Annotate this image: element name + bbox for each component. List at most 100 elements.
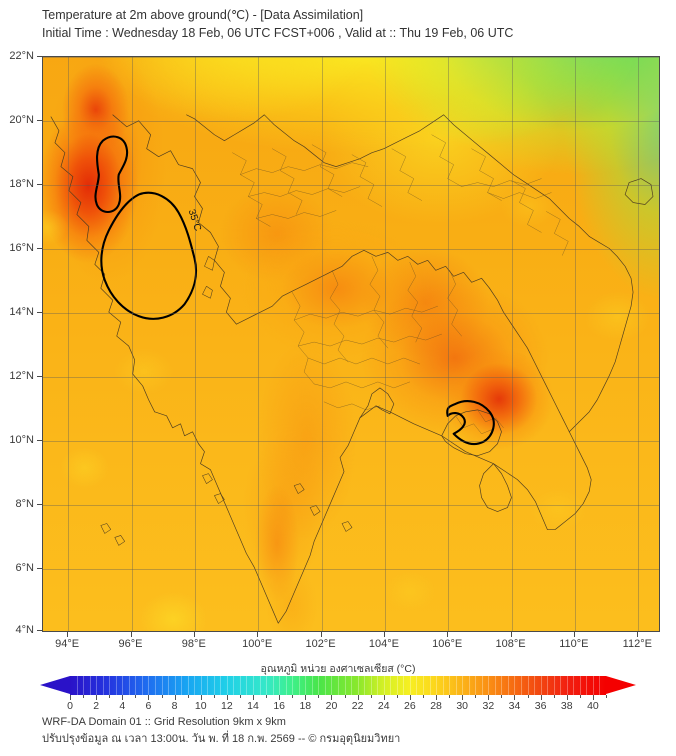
- colorbar-tick-24: [383, 695, 385, 700]
- xtick-106: [447, 632, 449, 637]
- xlabel-100: 100°E: [242, 638, 273, 650]
- colorbar-seam: [292, 676, 294, 695]
- colorbar-seam: [115, 676, 117, 695]
- colorbar-seam: [507, 676, 509, 695]
- ytick-6: [37, 568, 42, 569]
- colorbar-label-4: 4: [119, 700, 126, 712]
- colorbar-tick-0: [70, 695, 71, 700]
- xtick-104: [383, 632, 385, 637]
- temperature-colorbar: อุณหภูมิ หน่วย องศาเซลเซียส (°C) 0 2 4 6 8 10…: [0, 660, 676, 712]
- colorbar-seam: [351, 676, 353, 695]
- colorbar-seam: [298, 676, 300, 695]
- colorbar-seam: [318, 676, 320, 695]
- colorbar-tick-28: [436, 695, 438, 700]
- colorbar-tick-21: [344, 695, 346, 698]
- raster-ocean-mottle-layer: [43, 57, 659, 631]
- footer-block: WRF-DA Domain 01 :: Grid Resolution 9km …: [42, 714, 642, 748]
- ylabel-14: 14°N: [9, 306, 34, 318]
- colorbar-label-22: 22: [351, 700, 364, 712]
- colorbar-label-38: 38: [560, 700, 573, 712]
- colorbar-seam: [161, 676, 163, 695]
- colorbar-tick-6: [148, 695, 150, 700]
- ytick-16: [37, 248, 42, 249]
- colorbar-tick-19: [318, 695, 320, 698]
- colorbar-tick-38: [566, 695, 568, 700]
- colorbar-label-34: 34: [508, 700, 521, 712]
- xtick-100: [257, 632, 259, 637]
- ytick-10: [37, 440, 42, 441]
- xlabel-106: 106°E: [432, 638, 463, 650]
- colorbar-label-0: 0: [67, 700, 73, 712]
- colorbar-seam: [76, 676, 78, 695]
- colorbar-tick-39: [579, 695, 581, 698]
- colorbar-seam: [586, 676, 588, 695]
- colorbar-label-6: 6: [145, 700, 152, 712]
- colorbar-seam: [213, 676, 215, 695]
- colorbar-seam: [102, 676, 104, 695]
- colorbar-tick-23: [370, 695, 372, 698]
- colorbar-seam: [135, 676, 137, 695]
- colorbar-tick-8: [174, 695, 176, 700]
- colorbar-tick-30: [462, 695, 464, 700]
- temperature-raster-field: [43, 57, 659, 631]
- colorbar-seam: [488, 676, 490, 695]
- colorbar-seam: [266, 676, 268, 695]
- colorbar-seam: [233, 676, 235, 695]
- colorbar-tick-7: [161, 695, 163, 698]
- colorbar-label-32: 32: [482, 700, 495, 712]
- colorbar-seam: [436, 676, 438, 695]
- xtick-102: [320, 632, 322, 637]
- colorbar-seam: [207, 676, 209, 695]
- colorbar-seam: [226, 676, 228, 695]
- gridline-lat-4: [43, 631, 659, 632]
- colorbar-seam: [377, 676, 379, 695]
- colorbar-label-18: 18: [299, 700, 312, 712]
- coastline-border-overlay: [50, 114, 654, 624]
- xlabel-104: 104°E: [368, 638, 399, 650]
- colorbar-seam: [200, 676, 202, 695]
- xtick-98: [193, 632, 195, 637]
- colorbar-tick-17: [292, 695, 294, 698]
- colorbar-seam: [220, 676, 222, 695]
- colorbar-seam: [514, 676, 516, 695]
- ytick-4: [37, 630, 42, 631]
- colorbar-tick-5: [135, 695, 137, 698]
- colorbar-seam: [279, 676, 281, 695]
- colorbar-label-30: 30: [456, 700, 469, 712]
- colorbar-seam: [246, 676, 248, 695]
- colorbar-seam: [573, 676, 575, 695]
- xtick-94: [67, 632, 69, 637]
- colorbar-tick-4: [122, 695, 124, 700]
- colorbar-seam: [338, 676, 339, 695]
- colorbar-tick-29: [449, 695, 451, 698]
- colorbar-seam: [141, 676, 143, 695]
- colorbar-tick-32: [488, 695, 490, 700]
- colorbar-seam: [409, 676, 411, 695]
- colorbar-seam: [449, 676, 451, 695]
- colorbar-label-36: 36: [534, 700, 547, 712]
- colorbar-seam: [481, 676, 483, 695]
- colorbar-seam: [305, 676, 307, 695]
- colorbar-tick-3: [109, 695, 111, 698]
- colorbar-seam: [527, 676, 529, 695]
- colorbar-seam: [455, 676, 457, 695]
- colorbar-tick-33: [501, 695, 503, 698]
- colorbar-tick-9: [187, 695, 189, 698]
- colorbar-seam: [344, 676, 346, 695]
- colorbar-label-10: 10: [194, 700, 207, 712]
- colorbar-tick-36: [540, 695, 542, 700]
- colorbar-wrap: 0 2 4 6 8 10 12 14 16 18 20 22 24 26 28 30 32 34 36 38 40: [40, 676, 636, 712]
- colorbar-tick-20: [331, 695, 333, 700]
- ylabel-18: 18°N: [9, 178, 34, 190]
- colorbar-seam: [259, 676, 261, 695]
- colorbar-seam: [194, 676, 196, 695]
- ylabel-8: 8°N: [15, 498, 34, 510]
- colorbar-tick-14: [253, 695, 255, 700]
- colorbar-label-14: 14: [247, 700, 259, 712]
- colorbar-seam: [468, 676, 470, 695]
- colorbar-seam: [109, 676, 111, 695]
- colorbar-seam: [579, 676, 581, 695]
- colorbar-tick-25: [396, 695, 398, 698]
- colorbar-tick-40: [592, 695, 594, 700]
- colorbar-tick-12: [226, 695, 228, 700]
